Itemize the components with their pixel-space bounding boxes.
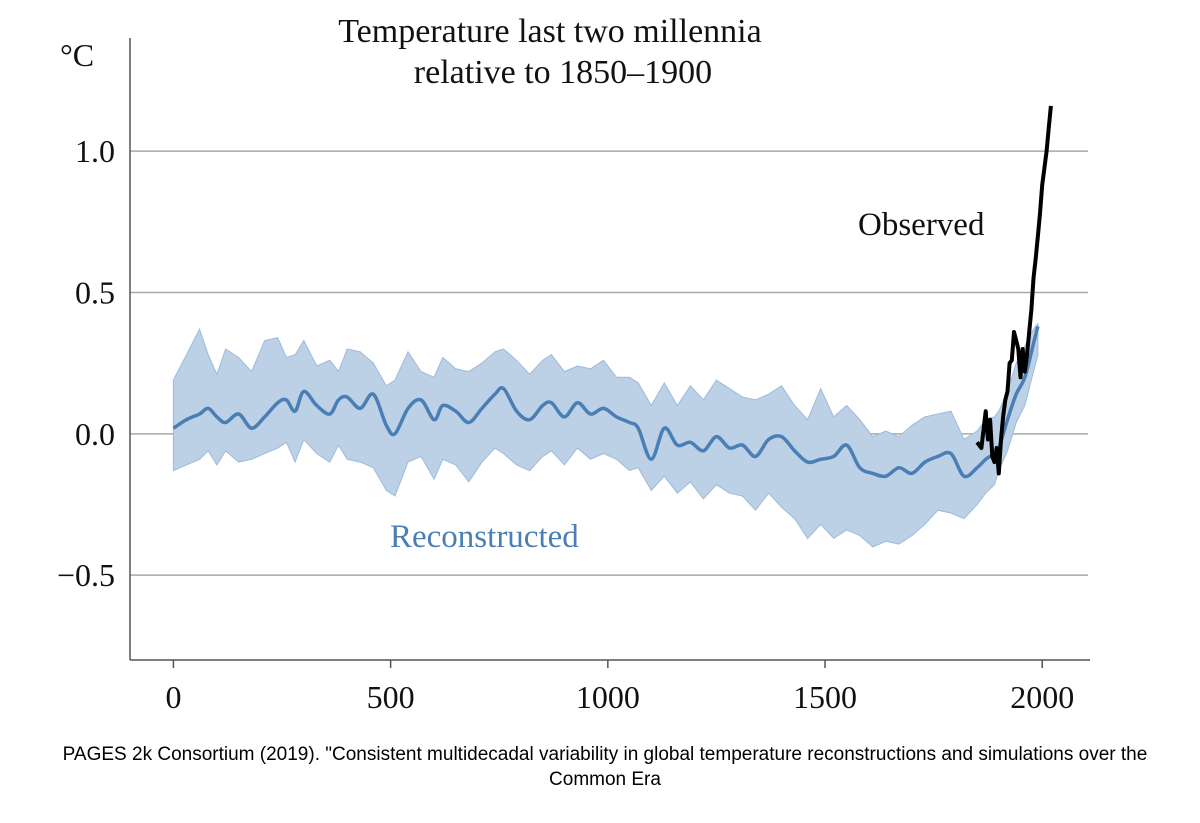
x-ticks: 0 500 1000 1500 2000 xyxy=(165,660,1074,715)
reconstructed-annotation: Reconstructed xyxy=(390,519,579,555)
y-tick-label: 0.5 xyxy=(75,274,115,310)
source-caption: PAGES 2k Consortium (2019). "Consistent … xyxy=(62,744,1148,790)
y-tick-label: 1.0 xyxy=(75,133,115,169)
reconstructed-uncertainty-band xyxy=(172,322,1039,548)
temperature-chart: 0 500 1000 1500 2000 −0.5 0.0 0.5 1.0 Temperatu… xyxy=(57,13,1090,715)
x-tick-label: 1000 xyxy=(576,679,640,715)
x-tick-label: 0 xyxy=(165,679,181,715)
chart-title-line1: Temperature last two millennia xyxy=(338,13,761,50)
x-tick-label: 500 xyxy=(367,679,415,715)
observed-line xyxy=(975,105,1053,476)
axes xyxy=(129,38,1090,661)
y-ticks: −0.5 0.0 0.5 1.0 xyxy=(57,133,115,593)
y-tick-label: −0.5 xyxy=(57,557,115,593)
x-tick-label: 1500 xyxy=(793,679,857,715)
reconstructed-mean-line xyxy=(172,325,1040,479)
y-axis-unit-label: °C xyxy=(60,37,94,73)
y-tick-label: 0.0 xyxy=(75,416,115,452)
observed-annotation: Observed xyxy=(858,207,985,243)
chart-title-line2: relative to 1850–1900 xyxy=(414,54,712,91)
x-tick-label: 2000 xyxy=(1010,679,1074,715)
